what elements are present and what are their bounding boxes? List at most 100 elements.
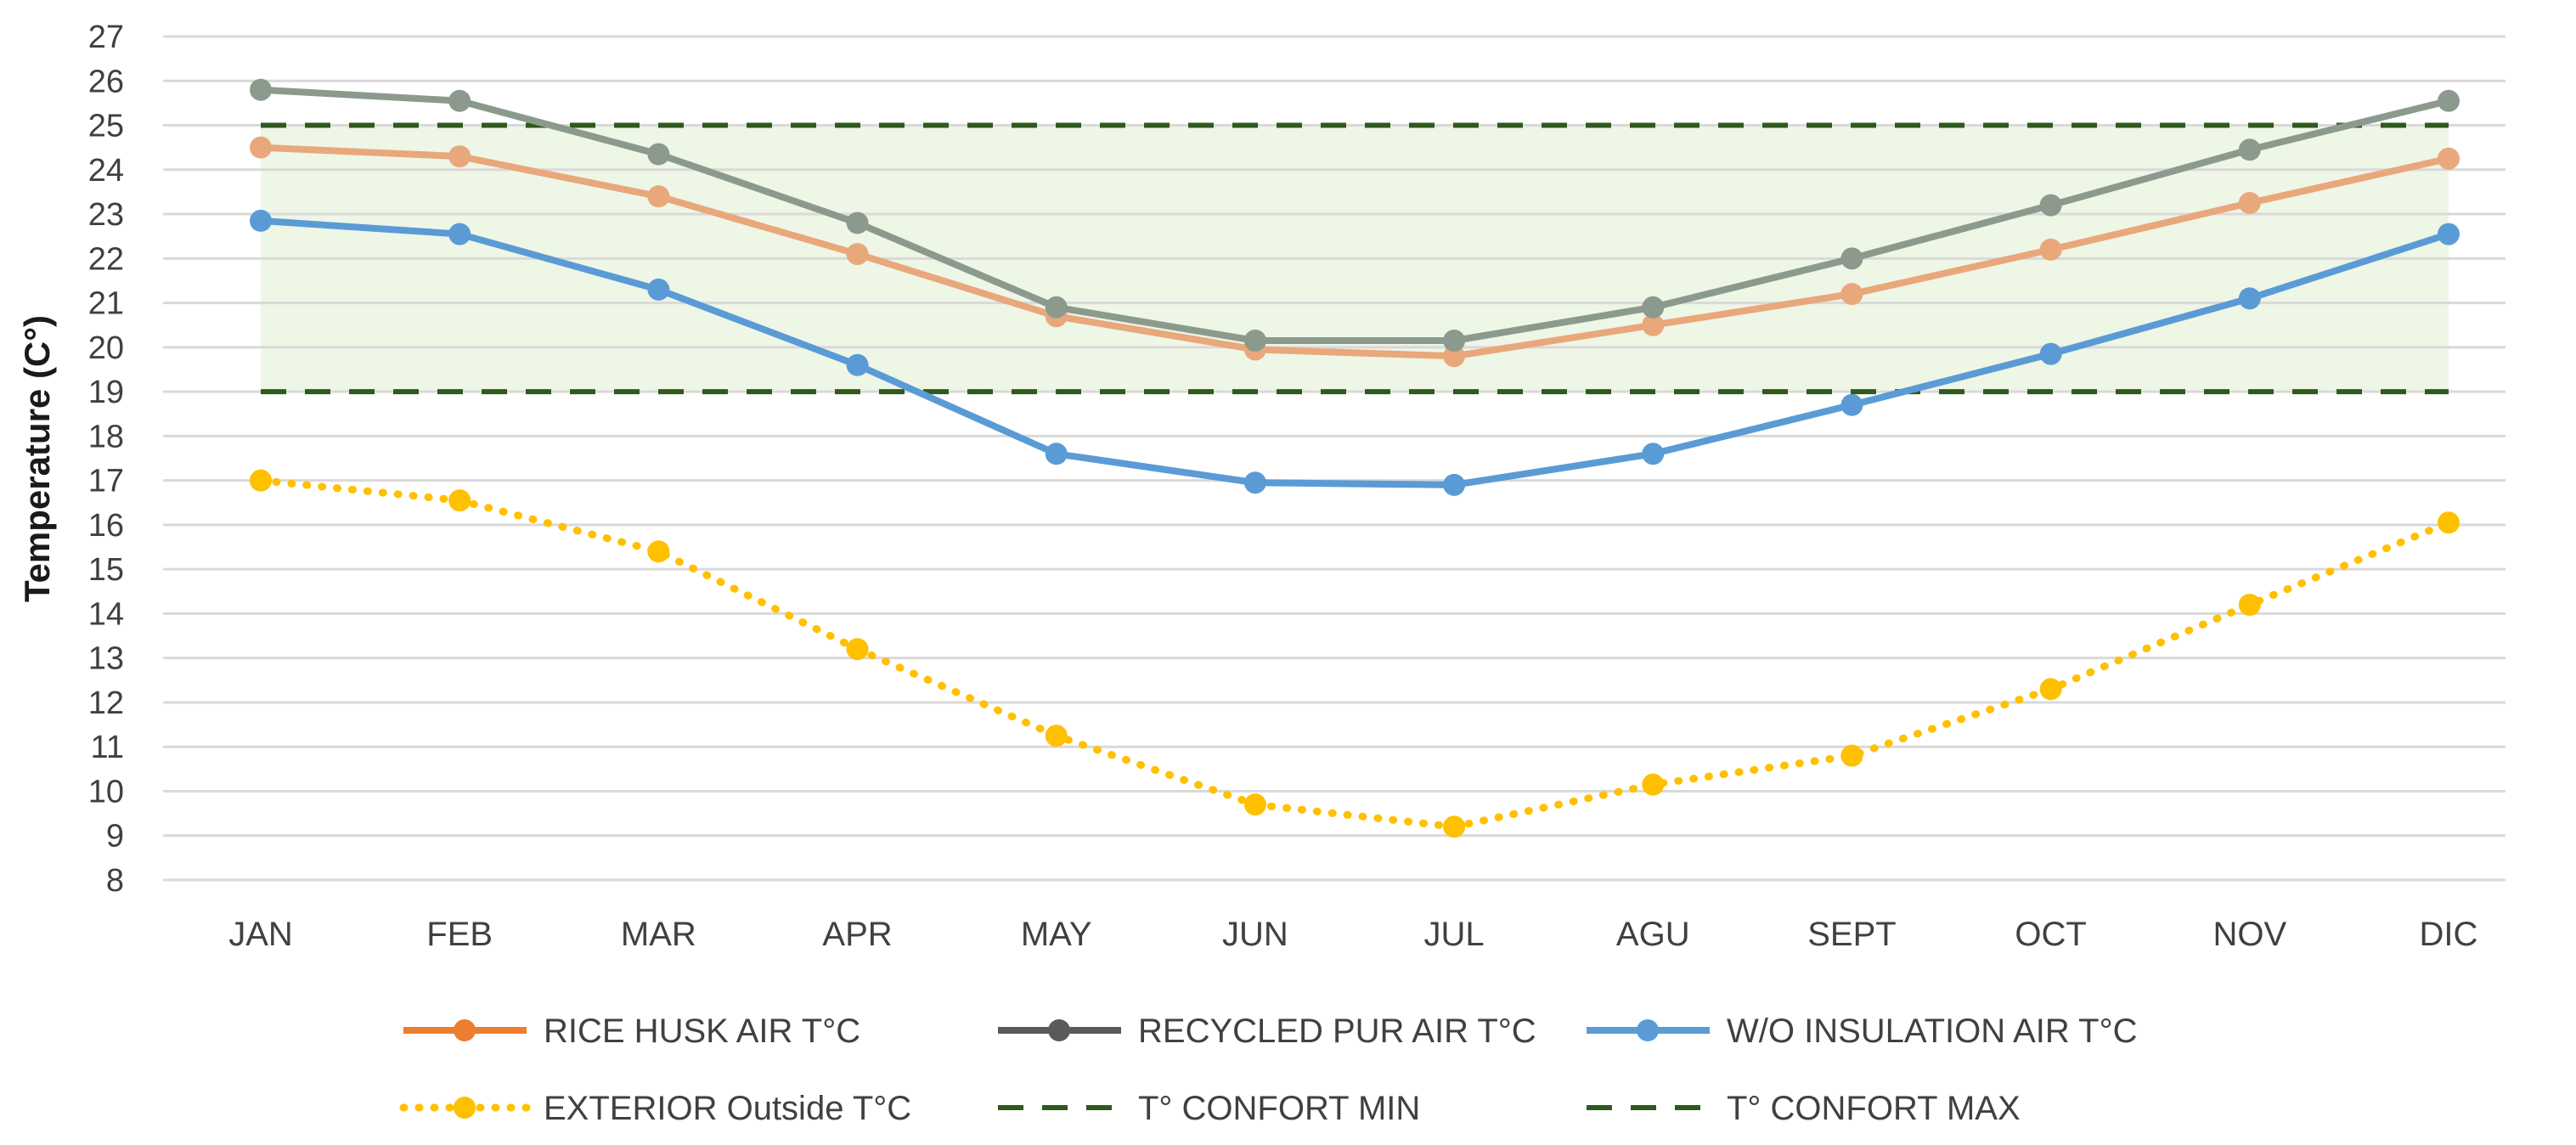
data-point-exterior-outside-t-c (448, 489, 471, 512)
data-point-rice-husk-air-t-c (2438, 147, 2460, 170)
data-point-w-o-insulation-air-t-c (448, 223, 471, 245)
x-tick-label: AGU (1616, 916, 1690, 953)
x-tick-label: JUL (1424, 916, 1485, 953)
data-point-exterior-outside-t-c (1045, 725, 1068, 747)
x-tick-label: SEPT (1807, 916, 1896, 953)
data-point-exterior-outside-t-c (2438, 511, 2460, 534)
x-tick-label: FEB (426, 916, 493, 953)
legend-marker-rice-husk-air-t-c (454, 1019, 476, 1041)
data-point-recycled-pur-air-t-c (647, 143, 670, 166)
data-point-exterior-outside-t-c (2039, 678, 2062, 701)
legend-marker-recycled-pur-air-t-c (1048, 1019, 1070, 1041)
legend-label-exterior-outside-t-c: EXTERIOR Outside T°C (544, 1090, 911, 1127)
data-point-w-o-insulation-air-t-c (1243, 471, 1266, 494)
x-axis-ticks: JAN FEB MAR APR MAY JUN JUL AGU SEPT OCT NOV DIC (228, 916, 2477, 953)
data-point-recycled-pur-air-t-c (1045, 296, 1068, 319)
series-w-o-insulation-air-t-c (250, 209, 2460, 496)
y-tick-label: 17 (88, 464, 124, 499)
legend-marker-exterior-outside-t-c (454, 1097, 476, 1119)
data-point-w-o-insulation-air-t-c (1642, 443, 1665, 465)
data-point-recycled-pur-air-t-c (1443, 330, 1466, 353)
data-point-rice-husk-air-t-c (846, 243, 869, 266)
data-point-exterior-outside-t-c (250, 469, 272, 492)
legend-marker-w-o-insulation-air-t-c (1637, 1019, 1659, 1041)
y-tick-label: 20 (88, 330, 124, 366)
y-tick-label: 10 (88, 774, 124, 809)
y-tick-label: 16 (88, 508, 124, 544)
data-point-rice-husk-air-t-c (1443, 345, 1466, 368)
data-point-exterior-outside-t-c (1642, 773, 1665, 796)
data-point-recycled-pur-air-t-c (846, 212, 869, 234)
x-tick-label: OCT (2015, 916, 2086, 953)
legend-label-t-confort-max: T° CONFORT MAX (1727, 1090, 2021, 1127)
data-point-rice-husk-air-t-c (1840, 283, 1863, 306)
data-point-exterior-outside-t-c (1443, 815, 1466, 838)
series-line-recycled-pur-air-t-c (257, 86, 2452, 345)
data-point-recycled-pur-air-t-c (250, 78, 272, 101)
y-tick-label: 19 (88, 375, 124, 410)
data-point-w-o-insulation-air-t-c (2438, 223, 2460, 245)
legend-label-recycled-pur-air-t-c: RECYCLED PUR AIR T°C (1138, 1012, 1536, 1050)
data-point-w-o-insulation-air-t-c (647, 278, 670, 301)
y-tick-label: 14 (88, 596, 124, 632)
data-point-w-o-insulation-air-t-c (1045, 443, 1068, 465)
legend-item-t-confort-max: T° CONFORT MAX (1587, 1090, 2021, 1127)
data-point-recycled-pur-air-t-c (1642, 296, 1665, 319)
y-tick-label: 23 (88, 197, 124, 233)
legend-item-exterior-outside-t-c: EXTERIOR Outside T°C (399, 1090, 911, 1127)
data-point-recycled-pur-air-t-c (1840, 247, 1863, 270)
legend: RICE HUSK AIR T°C RECYCLED PUR AIR T°C W/O… (399, 1012, 2137, 1127)
x-tick-label: JUN (1222, 916, 1288, 953)
series-line-exterior-outside-t-c (256, 477, 2453, 831)
data-point-w-o-insulation-air-t-c (2039, 342, 2062, 365)
data-point-w-o-insulation-air-t-c (1840, 393, 1863, 416)
series-rice-husk-air-t-c (250, 136, 2460, 368)
x-tick-label: DIC (2420, 916, 2478, 953)
data-point-w-o-insulation-air-t-c (250, 209, 272, 232)
y-tick-label: 15 (88, 552, 124, 588)
data-point-w-o-insulation-air-t-c (2238, 287, 2261, 310)
legend-label-rice-husk-air-t-c: RICE HUSK AIR T°C (544, 1012, 860, 1050)
series-line-rice-husk-air-t-c (257, 144, 2452, 360)
data-point-recycled-pur-air-t-c (2039, 194, 2062, 217)
y-tick-label: 25 (88, 109, 124, 144)
legend-label-w-o-insulation-air-t-c: W/O INSULATION AIR T°C (1727, 1012, 2137, 1050)
legend-item-rice-husk-air-t-c: RICE HUSK AIR T°C (403, 1012, 860, 1050)
data-point-rice-husk-air-t-c (448, 145, 471, 168)
data-point-rice-husk-air-t-c (250, 136, 272, 159)
data-point-recycled-pur-air-t-c (2438, 89, 2460, 112)
y-axis-ticks: 8 9 10 11 12 13 14 15 16 17 18 19 20 21 22 23 24 25 26 27 (88, 20, 124, 899)
x-tick-label: NOV (2212, 916, 2286, 953)
series-line-w-o-insulation-air-t-c (257, 217, 2452, 488)
x-tick-label: JAN (228, 916, 293, 953)
legend-item-t-confort-min: T° CONFORT MIN (998, 1090, 1420, 1127)
y-tick-label: 21 (88, 286, 124, 322)
x-tick-label: MAR (621, 916, 696, 953)
data-point-exterior-outside-t-c (647, 540, 670, 563)
data-point-w-o-insulation-air-t-c (846, 353, 869, 376)
data-point-recycled-pur-air-t-c (1243, 330, 1266, 353)
x-tick-label: APR (822, 916, 892, 953)
y-tick-label: 24 (88, 153, 124, 189)
data-point-recycled-pur-air-t-c (2238, 138, 2261, 161)
data-point-rice-husk-air-t-c (1642, 313, 1665, 336)
data-point-recycled-pur-air-t-c (448, 89, 471, 112)
y-tick-label: 12 (88, 685, 124, 721)
series-recycled-pur-air-t-c (250, 78, 2460, 353)
data-point-w-o-insulation-air-t-c (1443, 473, 1466, 496)
data-point-rice-husk-air-t-c (2039, 238, 2062, 261)
legend-item-w-o-insulation-air-t-c: W/O INSULATION AIR T°C (1587, 1012, 2137, 1050)
y-tick-label: 9 (106, 819, 124, 855)
x-tick-label: MAY (1021, 916, 1092, 953)
data-point-exterior-outside-t-c (1840, 744, 1863, 767)
data-point-rice-husk-air-t-c (647, 185, 670, 208)
series-layer (250, 78, 2460, 838)
y-tick-label: 13 (88, 641, 124, 677)
y-tick-label: 26 (88, 64, 124, 99)
y-tick-label: 8 (106, 863, 124, 899)
data-point-exterior-outside-t-c (2238, 593, 2261, 616)
series-exterior-outside-t-c (250, 469, 2460, 838)
data-point-rice-husk-air-t-c (2238, 191, 2261, 214)
data-point-exterior-outside-t-c (846, 638, 869, 661)
